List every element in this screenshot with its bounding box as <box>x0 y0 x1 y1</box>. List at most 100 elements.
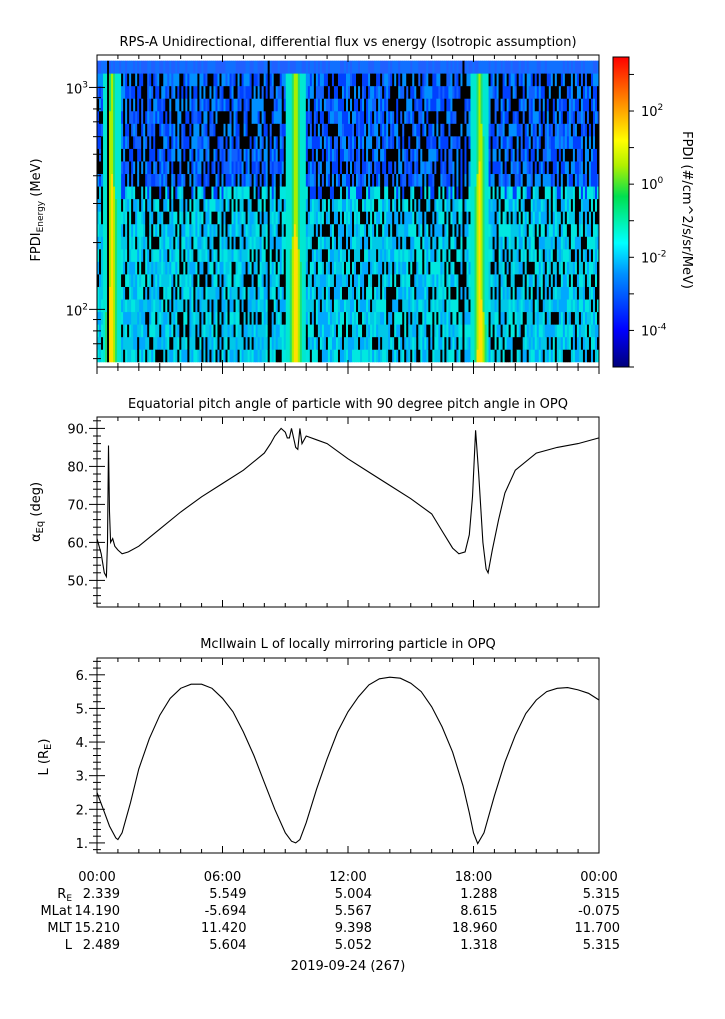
spectrogram-cell <box>171 173 174 187</box>
spectrogram-cell <box>408 110 411 124</box>
spectrogram-cell <box>412 198 415 212</box>
spectrogram-cell <box>173 261 176 275</box>
spectrogram-cell <box>380 135 383 149</box>
spectrogram-cell <box>454 110 457 124</box>
spectrogram-cell <box>107 311 110 325</box>
spectrogram-cell <box>378 60 381 74</box>
spectrogram-cell <box>350 161 353 175</box>
spectrogram-cell <box>259 261 263 275</box>
spectrogram-cell <box>131 211 134 225</box>
spectrogram-cell <box>307 135 311 149</box>
spectrogram-cell <box>374 85 377 99</box>
spectrogram-cell <box>259 349 263 363</box>
spectrogram-cell <box>279 324 283 338</box>
spectrogram-cell <box>203 349 206 363</box>
spectrogram-cell <box>382 299 385 313</box>
spectrogram-cell <box>267 60 271 74</box>
spectrogram-cell <box>364 336 367 350</box>
spectrogram-cell <box>187 223 190 237</box>
spectrogram-cell <box>301 73 305 87</box>
spectrogram-cell <box>325 261 329 275</box>
spectrogram-cell <box>135 60 138 74</box>
spectrogram-cell <box>293 135 297 149</box>
spectrogram-cell <box>221 349 224 363</box>
spectrogram-cell <box>257 324 261 338</box>
spectrogram-cell <box>339 248 343 262</box>
spectrogram-cell <box>115 236 118 250</box>
spectrogram-cell <box>141 248 144 262</box>
spectrogram-cell <box>458 248 461 262</box>
spectrogram-cell <box>115 60 118 74</box>
spectrogram-cell <box>364 135 367 149</box>
spectrogram-cell <box>380 236 383 250</box>
spectrogram-cell <box>307 186 311 200</box>
spectrogram-cell <box>221 123 224 137</box>
spectrogram-cell <box>143 299 146 313</box>
spectrogram-cell <box>233 223 236 237</box>
spectrogram-cell <box>376 123 379 137</box>
spectrogram-cell <box>163 173 166 187</box>
spectrogram-cell <box>231 135 234 149</box>
spectrogram-cell <box>291 85 295 99</box>
spectrogram-cell <box>207 261 210 275</box>
spectrogram-cell <box>348 186 351 200</box>
spectrogram-cell <box>187 198 190 212</box>
spectrogram-cell <box>189 186 192 200</box>
spectrogram-cell <box>99 198 102 212</box>
spectrogram-cell <box>183 198 186 212</box>
spectrogram-cell <box>366 248 369 262</box>
spectrogram-cell <box>105 311 108 325</box>
spectrogram-cell <box>466 336 469 350</box>
spectrogram-cell <box>145 60 148 74</box>
spectrogram-cell <box>422 286 425 300</box>
spectrogram-cell <box>279 236 283 250</box>
spectrogram-cell <box>183 248 186 262</box>
spectrogram-cell <box>233 324 236 338</box>
spectrogram-cell <box>460 211 463 225</box>
spectrogram-cell <box>343 336 347 350</box>
spectrogram-cell <box>406 186 409 200</box>
spectrogram-cell <box>151 223 154 237</box>
spectrogram-cell <box>185 98 188 112</box>
spectrogram-cell <box>99 186 102 200</box>
spectrogram-cell <box>366 274 369 287</box>
spectrogram-cell <box>233 198 236 212</box>
spectrogram-cell <box>211 98 214 112</box>
spectrogram-cell <box>175 299 178 313</box>
spectrogram-cell <box>171 110 174 124</box>
spectrogram-cell <box>247 98 251 112</box>
spectrogram-cell <box>161 60 164 74</box>
spectrogram-cell <box>143 85 146 99</box>
spectrogram-cell <box>189 161 192 175</box>
spectrogram-cell <box>352 60 355 74</box>
spectrogram-cell <box>303 211 307 225</box>
spectrogram-cell <box>428 261 431 275</box>
spectrogram-cell <box>374 135 377 149</box>
spectrogram-cell <box>157 236 160 250</box>
spectrogram-cell <box>506 161 510 175</box>
spectrogram-cell <box>416 311 419 325</box>
spectrogram-cell <box>480 98 483 112</box>
spectrogram-cell <box>490 248 493 262</box>
spectrogram-cell <box>291 336 295 350</box>
spectrogram-cell <box>101 286 104 300</box>
spectrogram-cell <box>416 223 419 237</box>
spectrogram-cell <box>438 123 441 137</box>
spectrogram-cell <box>99 248 102 262</box>
spectrogram-cell <box>384 161 387 175</box>
spectrogram-cell <box>245 211 248 225</box>
spectrogram-cell <box>333 299 337 313</box>
spectrogram-cell <box>187 110 190 124</box>
spectrogram-cell <box>486 336 489 350</box>
spectrogram-cell <box>263 286 267 300</box>
spectrogram-cell <box>191 274 194 287</box>
spectrogram-cell <box>333 336 337 350</box>
spectrogram-cell <box>474 73 477 87</box>
spectrogram-cell <box>323 123 327 137</box>
spectrogram-cell <box>460 248 463 262</box>
spectrogram-cell <box>289 248 293 262</box>
spectrogram-cell <box>129 223 132 237</box>
spectrogram-cell <box>368 135 371 149</box>
spectrogram-cell <box>384 286 387 300</box>
spectrogram-cell <box>261 223 265 237</box>
